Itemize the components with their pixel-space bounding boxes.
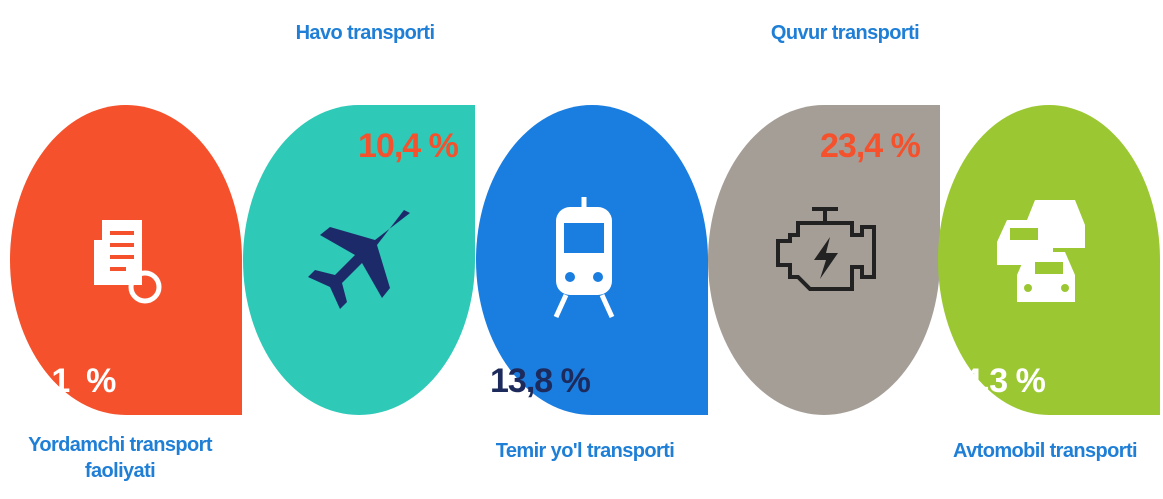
label: Yordamchi transport faoliyati (28, 434, 212, 482)
engine-icon (776, 207, 876, 291)
percent: 23,4 % (820, 127, 921, 165)
percent: 13,8 % (490, 362, 591, 400)
label: Temir yo'l transporti (495, 440, 675, 462)
train-icon (553, 197, 615, 319)
percent: 44,3 % (945, 362, 1046, 400)
cars-icon (997, 200, 1085, 302)
plane-icon (308, 210, 410, 309)
document-icon (94, 220, 162, 304)
percent: 8,1 % (25, 362, 116, 400)
percent: 10,4 % (358, 127, 459, 165)
label: Avtomobil transporti (953, 440, 1138, 462)
label: Quvur transporti (770, 22, 920, 44)
label: Havo transporti (295, 22, 435, 44)
